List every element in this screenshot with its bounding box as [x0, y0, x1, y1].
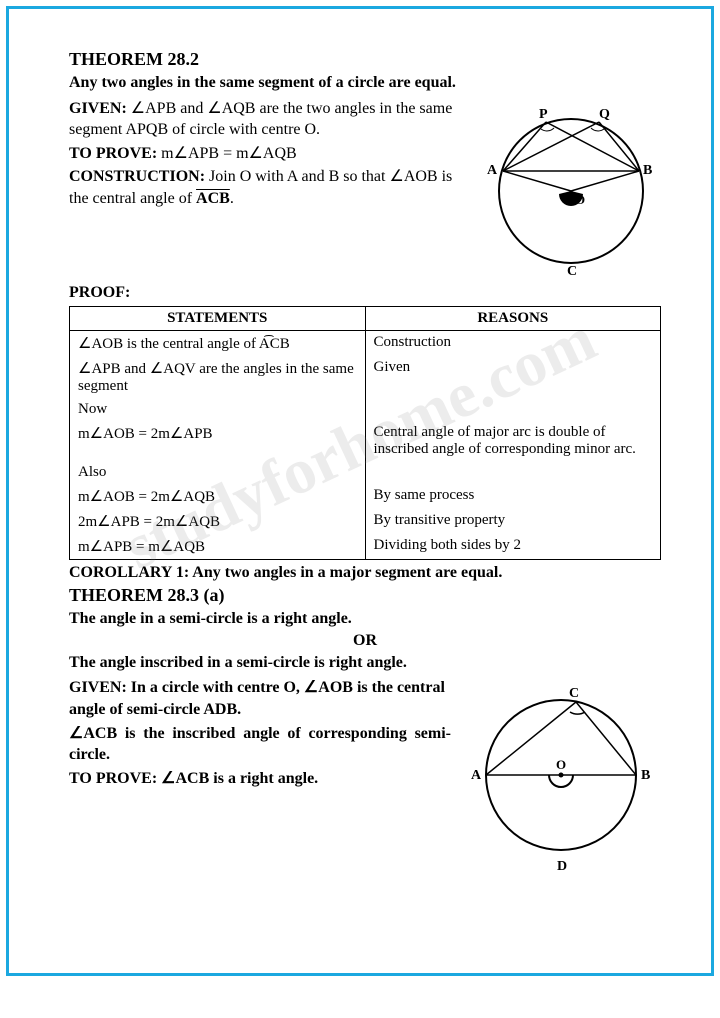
proof-r4: Central angle of major arc is double of …: [365, 421, 661, 461]
proof-table: STATEMENTS REASONS ∠AOB is the central a…: [69, 306, 661, 560]
svg-text:O: O: [556, 757, 566, 772]
toprove2-block: TO PROVE: ∠ACB is a right angle.: [69, 768, 451, 790]
svg-text:B: B: [643, 163, 652, 178]
corollary-text: Any two angles in a major segment are eq…: [189, 564, 502, 581]
svg-text:D: D: [557, 859, 567, 874]
svg-text:Q: Q: [599, 107, 610, 122]
theorem1-statement: Any two angles in the same segment of a …: [69, 72, 661, 94]
proof-header-statements: STATEMENTS: [70, 306, 366, 330]
toprove2-label: TO PROVE:: [69, 770, 157, 787]
svg-text:O: O: [575, 192, 585, 207]
given2-block: GIVEN: In a circle with centre O, ∠AOB i…: [69, 677, 451, 720]
theorem2-line1: The angle in a semi-circle is a right an…: [69, 608, 661, 630]
proof-s5: Also: [70, 461, 366, 484]
proof-r6: By same process: [365, 484, 661, 509]
construct-label: CONSTRUCTION:: [69, 168, 205, 185]
theorem2-or: OR: [69, 632, 661, 650]
svg-text:B: B: [641, 768, 650, 783]
toprove-label: TO PROVE:: [69, 145, 157, 162]
construction-block: CONSTRUCTION: Join O with A and B so tha…: [69, 166, 471, 209]
svg-text:A: A: [471, 768, 482, 783]
figure2-circle-diagram: C A B O D: [461, 675, 661, 875]
proof-r1: Construction: [365, 330, 661, 356]
figure1-circle-diagram: P Q A B O C: [481, 96, 661, 276]
proof-s1: ∠AOB is the central angle of A͡CB: [70, 330, 366, 356]
given2-label: GIVEN:: [69, 679, 127, 696]
given-label: GIVEN:: [69, 100, 127, 117]
given2-text2: ∠ACB is the inscribed angle of correspon…: [69, 723, 451, 766]
proof-s7: 2m∠APB = 2m∠AQB: [70, 509, 366, 534]
proof-label: PROOF:: [69, 284, 661, 302]
proof-s2: ∠APB and ∠AQV are the angles in the same…: [70, 356, 366, 398]
toprove2-text: ∠ACB is a right angle.: [157, 770, 318, 787]
corollary-label: COROLLARY 1:: [69, 564, 189, 581]
given-block: GIVEN: ∠APB and ∠AQB are the two angles …: [69, 98, 471, 141]
toprove-block: TO PROVE: m∠APB = m∠AQB: [69, 143, 471, 165]
svg-text:C: C: [569, 686, 579, 701]
proof-r5: [365, 461, 661, 484]
proof-r8: Dividing both sides by 2: [365, 534, 661, 560]
proof-s8: m∠APB = m∠AQB: [70, 534, 366, 560]
svg-text:C: C: [567, 264, 577, 276]
proof-s4: m∠AOB = 2m∠APB: [70, 421, 366, 461]
construct-period: .: [230, 190, 234, 207]
proof-s3: Now: [70, 398, 366, 421]
proof-header-reasons: REASONS: [365, 306, 661, 330]
svg-text:P: P: [539, 107, 548, 122]
proof-s6: m∠AOB = 2m∠AQB: [70, 484, 366, 509]
theorem1-title: THEOREM 28.2: [69, 49, 661, 70]
theorem2-title: THEOREM 28.3 (a): [69, 585, 661, 606]
corollary-block: COROLLARY 1: Any two angles in a major s…: [69, 562, 661, 584]
proof-r3: [365, 398, 661, 421]
given-text: ∠APB and ∠AQB are the two angles in the …: [69, 100, 452, 139]
proof-r2: Given: [365, 356, 661, 398]
toprove-text: m∠APB = m∠AQB: [157, 145, 297, 162]
proof-r7: By transitive property: [365, 509, 661, 534]
svg-text:A: A: [487, 163, 498, 178]
theorem2-line2: The angle inscribed in a semi-circle is …: [69, 652, 661, 674]
arc-acb: ACB: [196, 190, 230, 207]
